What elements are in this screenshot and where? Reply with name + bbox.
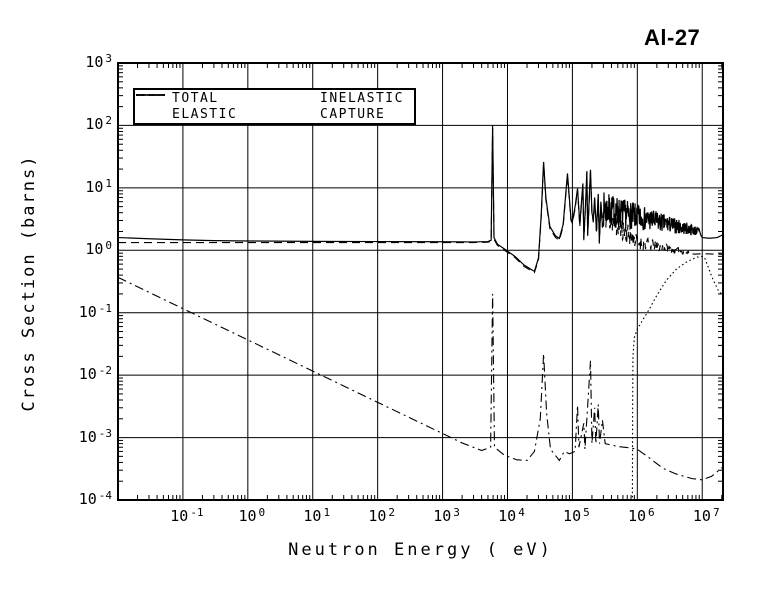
y-tick-label: 10 -3 xyxy=(78,426,112,446)
legend-entry-inelastic: INELASTIC xyxy=(136,90,414,106)
elastic-curve xyxy=(118,128,723,274)
x-tick-label: 10 1 xyxy=(303,506,331,525)
x-tick-label: 10 0 xyxy=(238,506,266,525)
legend-entry-elastic: ELASTIC xyxy=(135,94,283,123)
legend-label: INELASTIC xyxy=(320,90,404,106)
x-tick-label: 10 3 xyxy=(433,506,460,525)
x-tick-label: 10 5 xyxy=(563,506,590,525)
capture-line-sample-icon xyxy=(136,94,318,120)
y-tick-label: 10 -1 xyxy=(78,301,112,321)
legend-entry-capture: CAPTURE xyxy=(136,94,414,123)
y-tick-label: 10 -2 xyxy=(78,364,112,384)
y-tick-label: 10 2 xyxy=(85,114,112,134)
legend-label: CAPTURE xyxy=(320,107,386,123)
chart-title: Al-27 xyxy=(644,25,701,50)
x-tick-label: 10 6 xyxy=(627,506,655,525)
x-axis-label: Neutron Energy ( eV) xyxy=(288,540,553,560)
elastic-line-sample-icon xyxy=(136,94,170,120)
plot-border xyxy=(117,62,724,501)
x-tick-label: 10 2 xyxy=(368,506,395,525)
legend-label: TOTAL xyxy=(172,90,219,106)
inelastic-curve xyxy=(631,255,723,498)
y-tick-label: 10 3 xyxy=(85,52,112,71)
y-tick-label: 10 0 xyxy=(85,239,112,259)
tick-marks xyxy=(118,63,723,500)
x-tick-label: 10 -1 xyxy=(170,506,204,525)
legend: TOTAL INELASTIC ELASTIC CAPTURE xyxy=(133,88,416,125)
x-tick-label: 10 7 xyxy=(692,506,720,525)
y-tick-label: 10 -4 xyxy=(78,489,112,508)
legend-label: ELASTIC xyxy=(172,107,238,123)
total-curve xyxy=(118,125,723,273)
y-tick-label: 10 1 xyxy=(85,176,112,196)
x-tick-label: 10 4 xyxy=(498,506,525,525)
capture-curve xyxy=(118,276,723,481)
inelastic-line-sample-icon xyxy=(136,93,318,103)
y-axis-label: Cross Section (barns) xyxy=(19,154,39,412)
